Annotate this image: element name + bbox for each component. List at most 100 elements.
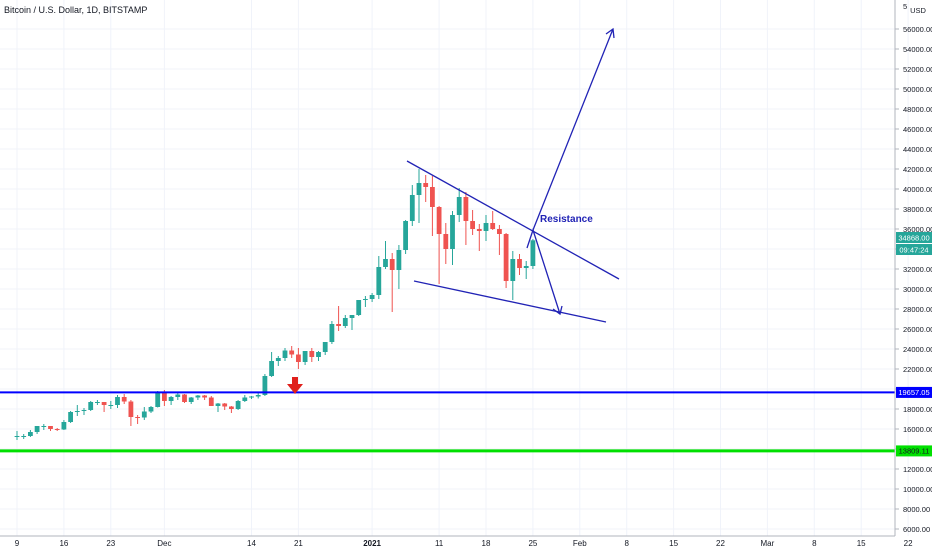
price-tick-label: 54000.00 xyxy=(903,45,932,54)
candle xyxy=(255,393,261,399)
candle xyxy=(14,431,20,440)
candle xyxy=(530,239,536,269)
price-tick-label: 16000.00 xyxy=(903,425,932,434)
candle xyxy=(336,306,341,331)
candle-body xyxy=(356,300,362,315)
candle xyxy=(195,395,201,400)
time-tick-label: Feb xyxy=(573,539,587,548)
candle xyxy=(275,356,281,366)
candle xyxy=(68,411,73,423)
price-tick-label: 44000.00 xyxy=(903,145,932,154)
candle-body xyxy=(383,259,388,267)
price-axis[interactable]: 56000.00 54000.00 52000.00 50000.00 48000.00… xyxy=(895,25,932,534)
candle-body xyxy=(322,342,328,352)
candle-body xyxy=(242,397,248,401)
price-axis-top-label: 5 xyxy=(903,2,907,11)
candle-body xyxy=(175,394,181,397)
candle-body xyxy=(108,405,114,406)
candle xyxy=(296,348,301,369)
candle xyxy=(376,256,382,299)
candle-body xyxy=(249,396,254,398)
price-tick-label: 42000.00 xyxy=(903,165,932,174)
price-tick-label: 10000.00 xyxy=(903,485,932,494)
candle-body xyxy=(188,397,194,402)
candle xyxy=(95,400,100,405)
candle-body xyxy=(342,318,348,326)
candle-body xyxy=(141,411,147,418)
price-tick-label: 18000.00 xyxy=(903,405,932,414)
candle-body xyxy=(463,197,469,221)
candle xyxy=(302,351,308,365)
candle xyxy=(383,241,388,269)
candle-body xyxy=(275,358,281,361)
candle xyxy=(436,206,442,284)
candle xyxy=(128,400,134,426)
candle-body xyxy=(14,436,20,437)
candle xyxy=(168,396,174,405)
time-tick-label: 16 xyxy=(59,539,68,548)
candle xyxy=(497,225,502,255)
candle-body xyxy=(222,403,228,407)
candle xyxy=(28,430,33,437)
candle-body xyxy=(296,354,301,362)
price-tick-label: 24000.00 xyxy=(903,345,932,354)
candle xyxy=(349,315,355,330)
candle-body xyxy=(229,406,234,409)
candle xyxy=(476,224,482,251)
wedge-drawing[interactable] xyxy=(406,27,620,323)
candle xyxy=(175,393,181,400)
candle xyxy=(523,261,529,279)
candle xyxy=(329,321,335,344)
candle xyxy=(322,342,328,355)
candle xyxy=(517,254,522,275)
candle-body xyxy=(168,397,174,401)
price-tick-label: 12000.00 xyxy=(903,465,932,474)
candle xyxy=(396,245,402,289)
time-tick-label: 15 xyxy=(669,539,678,548)
candle xyxy=(182,394,187,403)
candle-body xyxy=(61,422,67,430)
candle xyxy=(249,396,254,399)
candle-body xyxy=(349,315,355,318)
time-tick-label: 14 xyxy=(247,539,256,548)
candle xyxy=(450,211,455,265)
candle-body xyxy=(450,215,455,249)
candle-body xyxy=(88,402,94,410)
candle xyxy=(389,253,395,312)
candle-body xyxy=(235,401,241,409)
candle xyxy=(416,169,422,223)
candle-body xyxy=(416,183,422,195)
candle xyxy=(208,396,214,406)
price-tick-label: 38000.00 xyxy=(903,205,932,214)
wedge-lower-trendline[interactable] xyxy=(413,280,607,323)
candle-body xyxy=(28,432,33,436)
candle-body xyxy=(363,299,368,300)
price-tick-label: 28000.00 xyxy=(903,305,932,314)
candle-body xyxy=(470,221,475,229)
candle xyxy=(121,394,127,404)
price-tick-label: 32000.00 xyxy=(903,265,932,274)
candle-body xyxy=(135,417,140,418)
price-tick-label: 30000.00 xyxy=(903,285,932,294)
candle-body xyxy=(74,411,80,412)
candle-body xyxy=(95,402,100,403)
candle xyxy=(21,434,27,439)
candle xyxy=(155,391,161,408)
candle-body xyxy=(215,403,221,406)
candle-body xyxy=(101,402,107,405)
time-axis[interactable]: 9 16 23 Dec 14 21 2021 11 18 25 Feb 8 15 22 Mar 8 15 22 xyxy=(15,539,913,548)
candle-body xyxy=(269,361,274,376)
price-tick-label: 6000.00 xyxy=(903,525,930,534)
candle-body xyxy=(255,395,261,397)
candle xyxy=(61,420,67,430)
resistance-label: Resistance xyxy=(540,214,593,225)
breakout-arrow[interactable] xyxy=(532,28,614,231)
candle xyxy=(470,210,475,235)
time-tick-label: 2021 xyxy=(363,539,381,548)
candle-body xyxy=(34,426,40,432)
time-tick-label: Mar xyxy=(761,539,775,548)
wedge-upper-trendline[interactable] xyxy=(406,160,620,280)
down-arrowhead-icon xyxy=(552,305,563,316)
chart-title: Bitcoin / U.S. Dollar, 1D, BITSTAMP xyxy=(4,5,147,15)
